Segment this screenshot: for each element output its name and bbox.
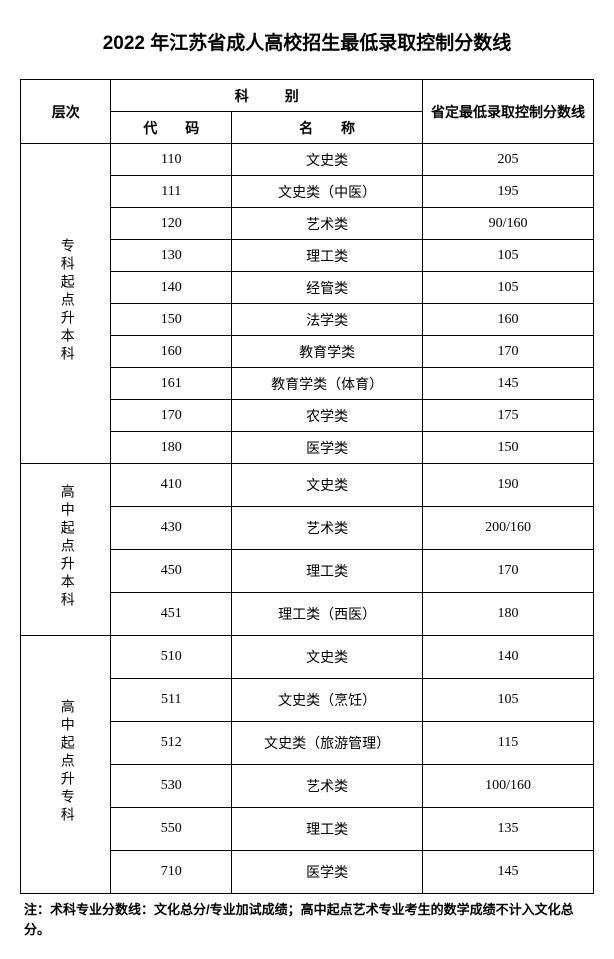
cell-code: 510 <box>111 636 232 679</box>
cell-score: 90/160 <box>423 208 594 240</box>
footnote: 注：术科专业分数线：文化总分/专业加试成绩；高中起点艺术专业考生的数学成绩不计入… <box>20 900 594 939</box>
cell-code: 170 <box>111 400 232 432</box>
cell-score: 190 <box>423 464 594 507</box>
cell-code: 111 <box>111 176 232 208</box>
cell-score: 105 <box>423 679 594 722</box>
cell-name: 文史类（烹饪） <box>232 679 423 722</box>
cell-score: 145 <box>423 368 594 400</box>
cell-code: 180 <box>111 432 232 464</box>
cell-code: 161 <box>111 368 232 400</box>
cell-name: 文史类（旅游管理） <box>232 722 423 765</box>
cell-score: 150 <box>423 432 594 464</box>
table-row: 高中起点升专科 510文史类140 <box>21 636 594 679</box>
cell-score: 105 <box>423 272 594 304</box>
level-label: 高中起点升本科 <box>56 484 76 610</box>
table-row: 高中起点升本科 410文史类190 <box>21 464 594 507</box>
cell-score: 140 <box>423 636 594 679</box>
cell-name: 文史类 <box>232 144 423 176</box>
table-row: 专科起点升本科 110 文史类 205 <box>21 144 594 176</box>
cell-name: 文史类（中医） <box>232 176 423 208</box>
cell-name: 农学类 <box>232 400 423 432</box>
cell-name: 医学类 <box>232 851 423 894</box>
cell-code: 410 <box>111 464 232 507</box>
cell-code: 511 <box>111 679 232 722</box>
cell-code: 150 <box>111 304 232 336</box>
cell-name: 经管类 <box>232 272 423 304</box>
cell-name: 理工类（西医） <box>232 593 423 636</box>
cell-code: 450 <box>111 550 232 593</box>
cell-code: 160 <box>111 336 232 368</box>
cell-name: 艺术类 <box>232 208 423 240</box>
cell-name: 医学类 <box>232 432 423 464</box>
cell-code: 550 <box>111 808 232 851</box>
level-label: 专科起点升本科 <box>56 238 76 364</box>
cell-name: 文史类 <box>232 636 423 679</box>
cell-score: 170 <box>423 550 594 593</box>
page-title: 2022 年江苏省成人高校招生最低录取控制分数线 <box>20 28 594 55</box>
cell-score: 180 <box>423 593 594 636</box>
header-score: 省定最低录取控制分数线 <box>423 80 594 144</box>
cell-score: 170 <box>423 336 594 368</box>
cell-score: 160 <box>423 304 594 336</box>
header-level: 层次 <box>21 80 111 144</box>
score-table: 层次 科别 省定最低录取控制分数线 代 码 名 称 专科起点升本科 110 文史… <box>20 79 594 894</box>
cell-name: 艺术类 <box>232 765 423 808</box>
cell-score: 145 <box>423 851 594 894</box>
cell-score: 195 <box>423 176 594 208</box>
cell-code: 710 <box>111 851 232 894</box>
cell-code: 430 <box>111 507 232 550</box>
cell-code: 120 <box>111 208 232 240</box>
cell-code: 451 <box>111 593 232 636</box>
cell-score: 205 <box>423 144 594 176</box>
cell-code: 140 <box>111 272 232 304</box>
cell-name: 理工类 <box>232 550 423 593</box>
cell-score: 105 <box>423 240 594 272</box>
header-kebie: 科别 <box>111 80 423 112</box>
header-code: 代 码 <box>111 112 232 144</box>
cell-score: 100/160 <box>423 765 594 808</box>
cell-name: 法学类 <box>232 304 423 336</box>
cell-code: 530 <box>111 765 232 808</box>
cell-name: 文史类 <box>232 464 423 507</box>
cell-score: 175 <box>423 400 594 432</box>
cell-code: 110 <box>111 144 232 176</box>
cell-name: 教育学类 <box>232 336 423 368</box>
cell-name: 理工类 <box>232 808 423 851</box>
cell-code: 130 <box>111 240 232 272</box>
cell-name: 教育学类（体育） <box>232 368 423 400</box>
cell-name: 艺术类 <box>232 507 423 550</box>
cell-name: 理工类 <box>232 240 423 272</box>
level-label: 高中起点升专科 <box>56 699 76 825</box>
cell-score: 115 <box>423 722 594 765</box>
cell-code: 512 <box>111 722 232 765</box>
cell-score: 135 <box>423 808 594 851</box>
cell-score: 200/160 <box>423 507 594 550</box>
header-name: 名 称 <box>232 112 423 144</box>
